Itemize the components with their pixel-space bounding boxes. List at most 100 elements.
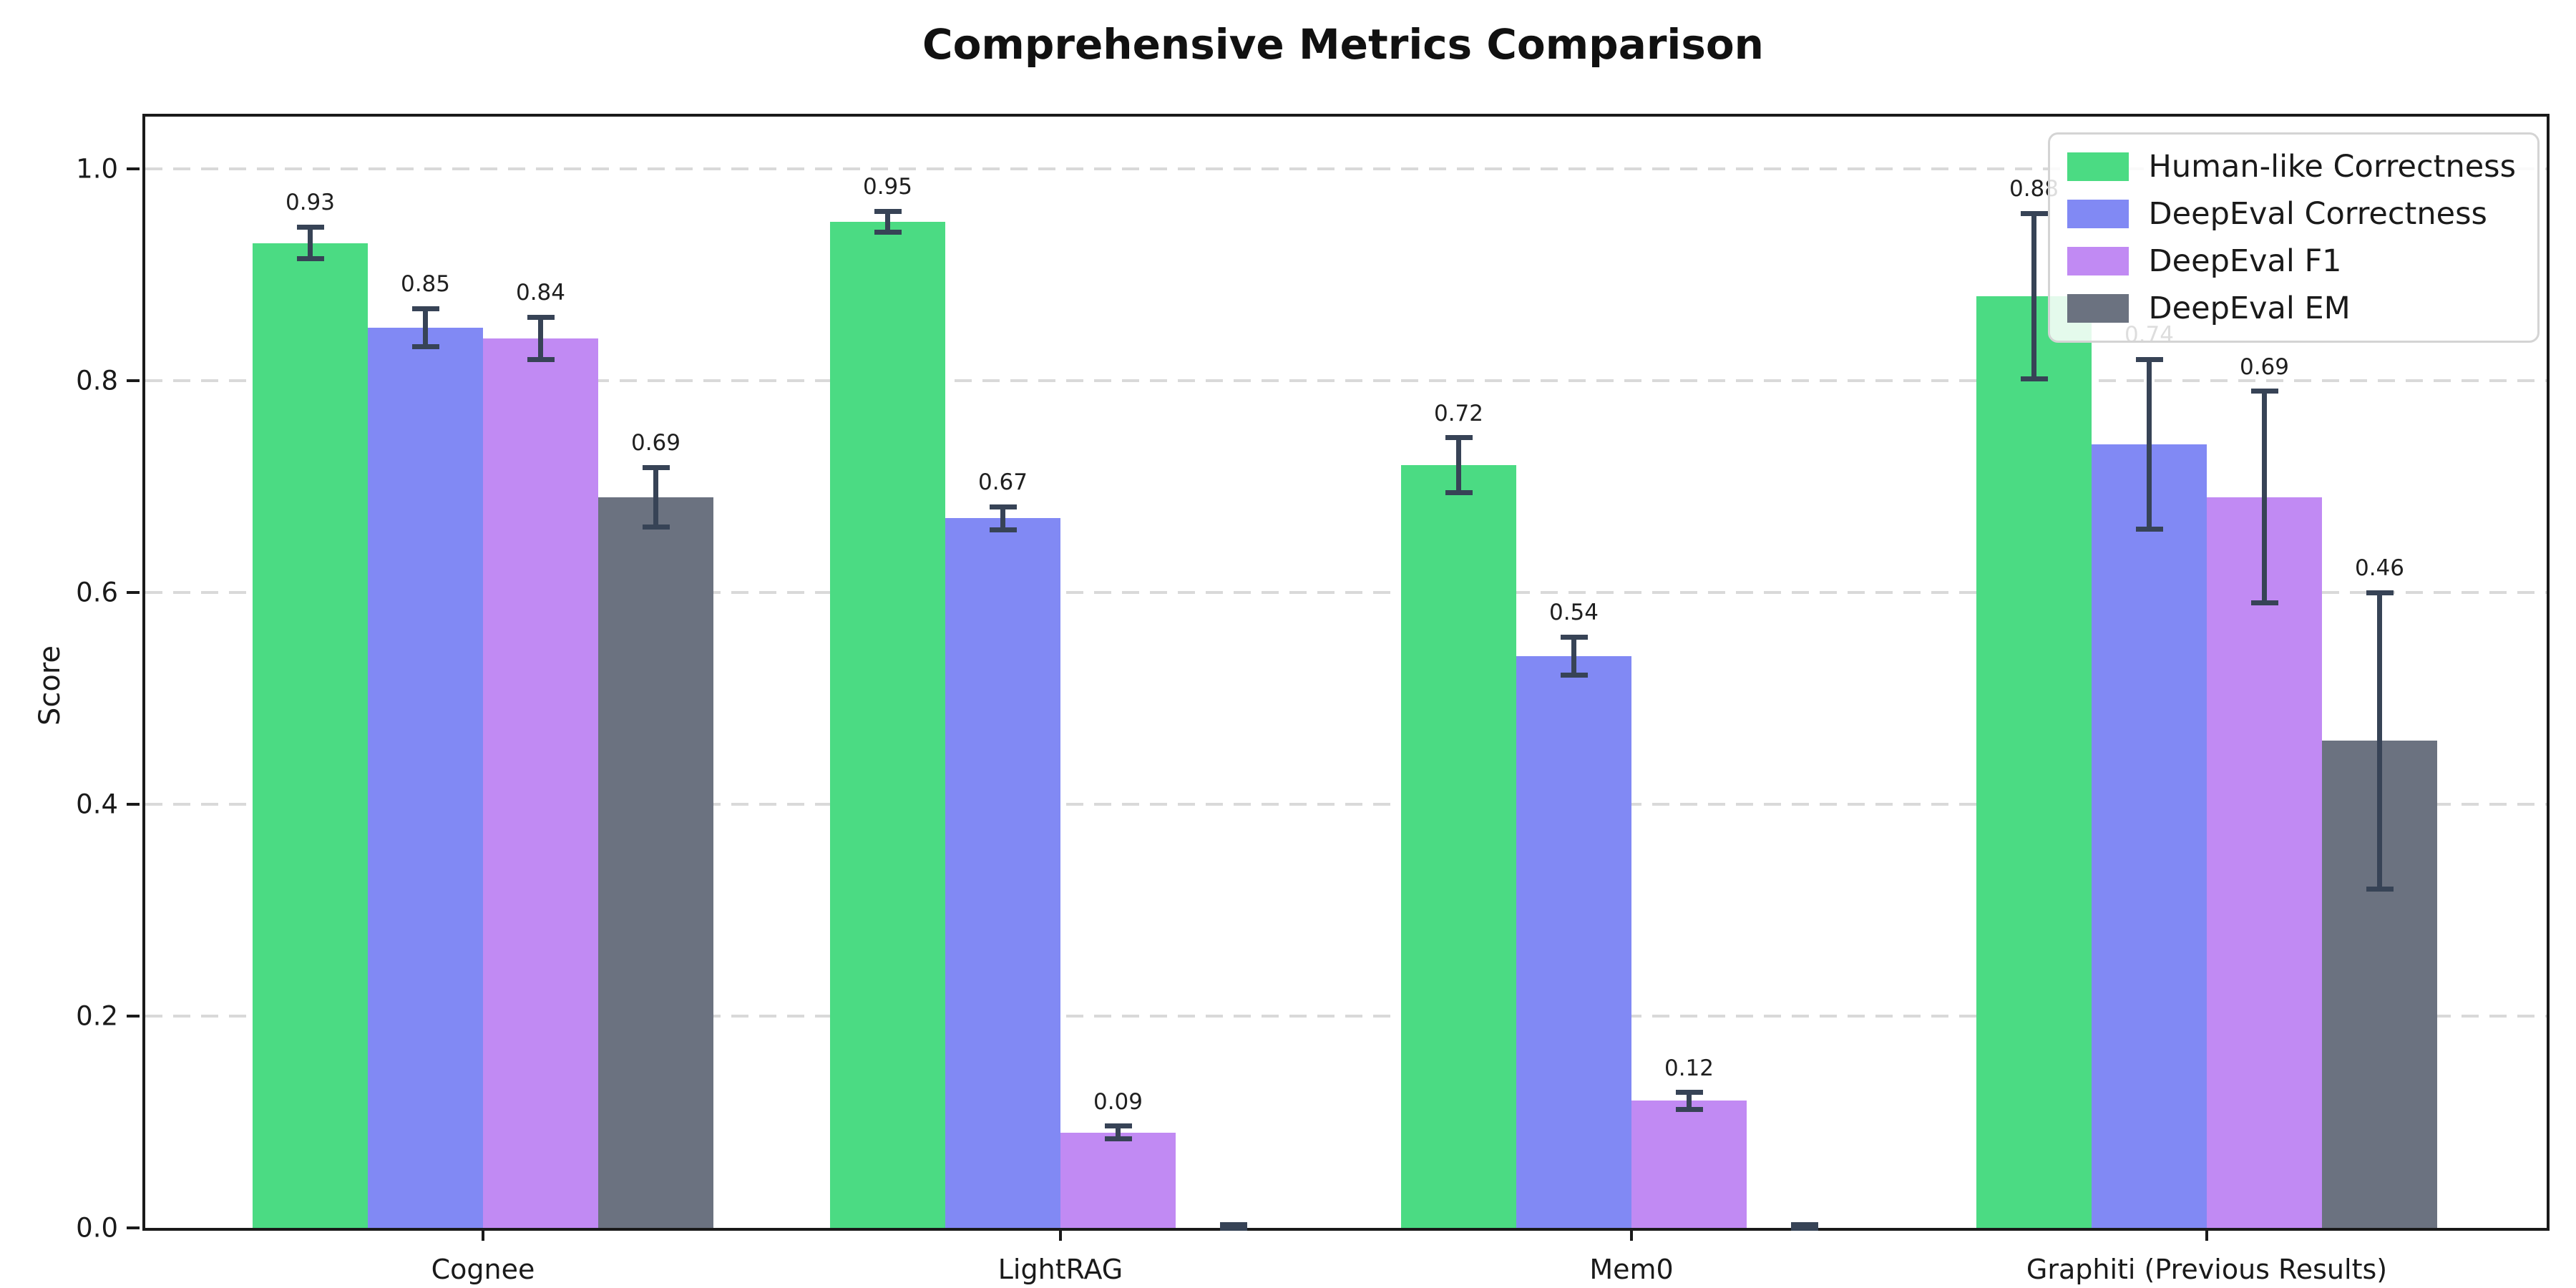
legend-label-1: DeepEval Correctness <box>2148 196 2487 232</box>
gridline-y-1 <box>145 167 2547 170</box>
error-bar-3-0 <box>653 467 658 527</box>
error-cap-bottom-1-0 <box>411 344 439 350</box>
legend-row-1: DeepEval Correctness <box>2067 196 2516 232</box>
x-tick-mark-2 <box>1630 1228 1633 1241</box>
bar-value-label-3-3: 0.46 <box>2354 555 2405 581</box>
bar-value-label-0-2: 0.72 <box>1433 400 1484 426</box>
error-bar-1-3 <box>2147 359 2152 530</box>
y-tick-label-0: 0.0 <box>76 1212 118 1244</box>
bar-human-like-correctness-0 <box>253 243 368 1228</box>
x-tick-mark-0 <box>482 1228 484 1241</box>
error-cap-bottom-0-0 <box>296 256 324 262</box>
y-tick-mark-0.6 <box>127 591 140 594</box>
error-cap-top-3-0 <box>642 464 670 470</box>
y-axis-title: Score <box>34 645 67 726</box>
error-cap-bottom-3-2 <box>1790 1225 1818 1231</box>
error-cap-bottom-2-3 <box>2250 600 2278 606</box>
error-cap-top-0-2 <box>1445 435 1473 441</box>
error-cap-top-0-1 <box>874 208 902 214</box>
error-cap-bottom-3-1 <box>1219 1225 1247 1231</box>
error-cap-top-2-1 <box>1104 1123 1132 1129</box>
bar-value-label-1-2: 0.54 <box>1548 600 1599 626</box>
error-cap-top-1-2 <box>1560 634 1588 640</box>
error-cap-top-1-1 <box>989 504 1017 509</box>
legend-swatch-1 <box>2067 200 2129 228</box>
error-cap-top-2-0 <box>527 314 555 320</box>
gridline-y-0.6 <box>145 591 2547 594</box>
y-tick-mark-1 <box>127 167 140 170</box>
bar-deepeval-f1-3 <box>2207 497 2322 1228</box>
y-tick-label-0.6: 0.6 <box>76 577 118 608</box>
bar-value-label-0-1: 0.95 <box>862 174 913 200</box>
error-cap-bottom-2-1 <box>1104 1136 1132 1142</box>
error-cap-top-3-3 <box>2366 590 2394 595</box>
x-tick-label-2: Mem0 <box>1589 1254 1674 1285</box>
gridline-y-0.2 <box>145 1015 2547 1018</box>
error-cap-bottom-2-0 <box>527 356 555 362</box>
legend-swatch-3 <box>2067 294 2129 323</box>
y-tick-mark-0.8 <box>127 379 140 382</box>
bar-human-like-correctness-3 <box>1976 296 2092 1228</box>
error-cap-top-2-2 <box>1675 1090 1703 1096</box>
chart-title: Comprehensive Metrics Comparison <box>922 20 1764 69</box>
bar-value-label-3-0: 0.69 <box>630 430 681 457</box>
error-bar-2-1 <box>1116 1126 1121 1139</box>
legend-label-2: DeepEval F1 <box>2148 243 2342 279</box>
gridline-y-0.4 <box>145 803 2547 806</box>
plot-area: 0.930.950.720.880.850.670.540.740.840.09… <box>142 114 2550 1231</box>
legend-row-3: DeepEval EM <box>2067 291 2516 326</box>
error-cap-top-1-0 <box>411 306 439 311</box>
x-tick-label-1: LightRAG <box>997 1254 1123 1285</box>
bar-value-label-2-3: 0.69 <box>2239 353 2290 380</box>
legend-row-0: Human-like Correctness <box>2067 149 2516 185</box>
bar-value-label-0-0: 0.93 <box>285 190 336 216</box>
error-cap-top-0-0 <box>296 224 324 230</box>
x-tick-mark-1 <box>1059 1228 1062 1241</box>
bar-human-like-correctness-1 <box>830 222 945 1228</box>
error-bar-1-2 <box>1571 637 1576 675</box>
error-bar-1-1 <box>1000 507 1005 530</box>
error-bar-0-2 <box>1456 437 1461 493</box>
legend: Human-like Correctness DeepEval Correctne… <box>2047 132 2540 343</box>
y-tick-mark-0.4 <box>127 803 140 806</box>
error-bar-2-0 <box>538 317 543 360</box>
legend-label-0: Human-like Correctness <box>2148 149 2516 185</box>
error-cap-top-3-2 <box>1790 1222 1818 1228</box>
y-tick-mark-0 <box>127 1226 140 1229</box>
error-cap-top-0-3 <box>2020 210 2048 216</box>
x-tick-mark-3 <box>2205 1228 2208 1241</box>
error-bar-3-3 <box>2377 592 2382 889</box>
error-cap-top-2-3 <box>2250 389 2278 394</box>
legend-swatch-2 <box>2067 247 2129 275</box>
error-bar-0-0 <box>308 227 313 259</box>
bar-value-label-2-2: 0.12 <box>1664 1055 1714 1081</box>
error-cap-bottom-1-1 <box>989 527 1017 533</box>
bar-value-label-1-1: 0.67 <box>977 469 1028 496</box>
x-tick-label-0: Cognee <box>431 1254 535 1285</box>
error-bar-2-3 <box>2262 391 2267 603</box>
bar-value-label-1-0: 0.85 <box>400 271 451 298</box>
legend-swatch-0 <box>2067 152 2129 181</box>
legend-label-3: DeepEval EM <box>2148 291 2351 326</box>
gridline-y-0.8 <box>145 379 2547 382</box>
bar-deepeval-f1-0 <box>483 338 598 1228</box>
bar-deepeval-correctness-3 <box>2092 444 2207 1228</box>
bar-deepeval-correctness-1 <box>945 518 1060 1228</box>
y-tick-label-0.8: 0.8 <box>76 365 118 396</box>
error-cap-bottom-1-2 <box>1560 672 1588 678</box>
error-cap-bottom-2-2 <box>1675 1106 1703 1112</box>
error-bar-0-3 <box>2031 213 2036 379</box>
bar-deepeval-f1-2 <box>1631 1101 1747 1228</box>
error-bar-2-2 <box>1687 1092 1692 1110</box>
y-tick-label-1: 1.0 <box>76 153 118 185</box>
bar-deepeval-em-0 <box>598 497 713 1228</box>
bar-deepeval-correctness-0 <box>368 328 483 1228</box>
x-tick-label-3: Graphiti (Previous Results) <box>2026 1254 2388 1285</box>
error-cap-bottom-0-3 <box>2020 376 2048 381</box>
y-tick-mark-0.2 <box>127 1015 140 1018</box>
error-bar-0-1 <box>885 211 890 233</box>
bar-value-label-2-1: 0.09 <box>1093 1088 1143 1115</box>
error-cap-bottom-0-1 <box>874 230 902 235</box>
y-tick-label-0.4: 0.4 <box>76 789 118 820</box>
